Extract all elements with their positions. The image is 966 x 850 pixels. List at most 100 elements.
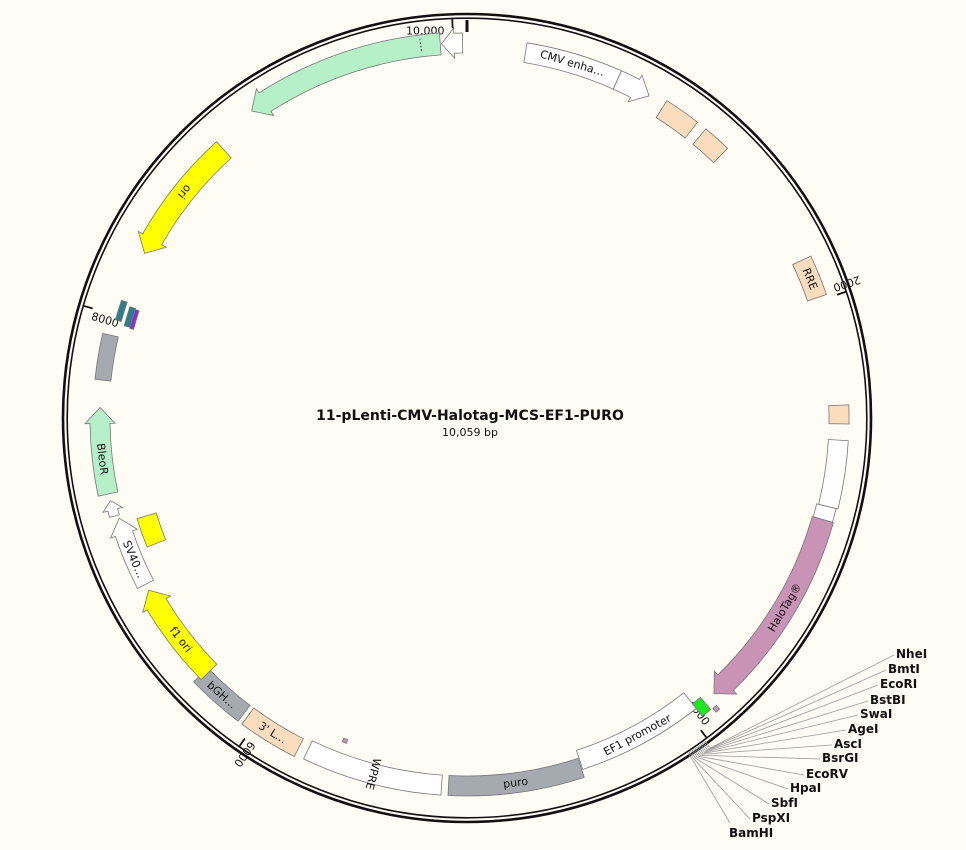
enzyme-label[interactable]: BsrGI [822,751,859,765]
feature-yellow-box[interactable] [136,512,167,548]
enzyme-cut-mark [700,743,707,752]
enzyme-site-ecorv[interactable]: EcoRV [693,748,849,781]
feature-misc-feature-2-shape[interactable] [692,128,729,164]
feature-misc-feature-1-shape[interactable] [655,100,699,139]
feature-small-reverse-shape[interactable] [440,27,464,60]
feature-green-gene[interactable] [251,32,442,117]
feature-halotag[interactable]: HaloTag® [713,516,834,695]
enzyme-site-sbfi[interactable]: SbfI [690,750,798,810]
feature-misc-feature-3[interactable] [828,404,850,425]
plasmid-length: 10,059 bp [442,426,498,439]
enzyme-leader-line [697,756,789,790]
feature-misc-feature-3-shape[interactable] [828,404,850,425]
enzyme-label[interactable]: SwaI [860,707,892,721]
enzyme-site-nhei[interactable]: NheI [704,647,927,749]
enzyme-cut-mark [696,746,702,755]
enzyme-label[interactable]: BamHI [729,826,773,840]
tick-label: 2000 [832,273,863,294]
enzyme-cut-mark [693,748,699,757]
enzyme-label[interactable]: BmtI [888,662,920,676]
feature-sv40-promoter-shape[interactable] [109,517,155,590]
enzyme-leader-line [693,759,751,820]
feature-small-reverse[interactable] [440,27,464,60]
enzyme-site-swai[interactable]: SwaI [698,707,892,753]
feature-rre-shape[interactable] [792,255,827,302]
enzyme-site-bstbi[interactable]: BstBI [700,693,906,752]
feature-puro-shape[interactable] [447,757,585,797]
feature-3-ltr-shape[interactable] [241,707,304,758]
enzyme-label[interactable]: EcoRI [880,677,917,691]
feature-purple-site[interactable] [129,309,140,330]
enzyme-leader-line [702,729,847,754]
feature-misc-feature-2[interactable] [692,128,729,164]
enzyme-leader-line [701,744,833,755]
enzyme-site-bsrgi[interactable]: BsrGI [694,747,859,765]
feature-puro[interactable]: puro [447,757,585,797]
feature-bleor[interactable]: BleoR [84,406,119,497]
enzyme-cut-mark [701,742,708,751]
enzyme-site-asci[interactable]: AscI [696,737,862,755]
feature-halotag-shape[interactable] [713,516,834,695]
feature-small-site-1[interactable] [712,704,721,713]
enzyme-label[interactable]: SbfI [771,796,798,810]
feature-small-promoter[interactable] [102,500,124,518]
tick-mark [836,291,846,296]
enzyme-cut-mark [703,741,710,750]
feature-f1-ori-shape[interactable] [142,589,218,681]
feature-yellow-box-shape[interactable] [136,512,167,548]
feature-rre[interactable]: RRE [792,255,827,302]
enzyme-leader-line [707,684,879,751]
feature-wpre-shape[interactable] [303,740,443,796]
enzyme-label[interactable]: AscI [834,737,862,751]
feature-green-gene-shape[interactable] [251,32,442,117]
enzyme-label[interactable]: NheI [896,647,927,661]
feature-misc-feature-1[interactable] [655,100,699,139]
feature-misc-feature-4-shape[interactable] [818,439,849,510]
feature-teal-site-1[interactable] [114,299,128,322]
feature-cmv-promoter[interactable] [612,70,650,103]
feature-3-ltr[interactable]: 3' L… [241,707,304,758]
feature-ori-shape[interactable] [137,141,232,254]
enzyme-label[interactable]: BstBI [870,693,906,707]
feature-small-site-2-shape[interactable] [341,737,349,744]
enzyme-site-ecori[interactable]: EcoRI [701,677,917,751]
enzyme-site-bamhi[interactable]: BamHI [687,752,774,840]
feature-label: EF1 promoter [601,711,673,758]
feature-purple-site-shape[interactable] [129,309,140,330]
enzyme-leader-line [692,760,731,824]
enzyme-leader-line [698,755,805,776]
feature-cmv-enhancer[interactable]: CMV enha… [523,42,622,90]
feature-teal-site-1-shape[interactable] [114,299,128,322]
enzyme-site-pspxi[interactable]: PspXI [688,751,790,825]
feature-small-site-1-shape[interactable] [712,704,721,713]
feature-ori[interactable]: ori [137,141,232,254]
enzyme-site-bmti[interactable]: BmtI [703,662,920,750]
feature-bleor-shape[interactable] [84,406,119,497]
enzyme-label[interactable]: EcoRV [806,767,849,781]
enzyme-leader-line [700,754,821,760]
enzyme-cut-mark [687,752,694,761]
backbone-inner-strand [66,17,868,819]
feature-cmv-promoter-shape[interactable] [612,70,650,103]
tick-mark [238,737,246,747]
feature-misc-feature-4[interactable] [818,439,849,510]
enzyme-label[interactable]: AgeI [848,722,878,736]
feature-gray-box-shape[interactable] [94,332,119,382]
feature-gray-box[interactable] [94,332,119,382]
enzyme-cut-mark [698,744,705,753]
enzyme-site-agei[interactable]: AgeI [697,722,879,754]
enzyme-label[interactable]: HpaI [790,781,821,795]
enzyme-label[interactable]: PspXI [752,811,790,825]
feature-small-site-2[interactable] [341,737,349,744]
feature-wpre[interactable]: WPRE [303,740,443,796]
enzyme-site-hpai[interactable]: HpaI [691,749,821,795]
plasmid-name: 11-pLenti-CMV-Halotag-MCS-EF1-PURO [316,408,624,424]
backbone-outer-strand [61,12,873,824]
enzyme-cut-mark [697,745,704,754]
feature-small-promoter-shape[interactable] [102,500,124,518]
enzyme-cut-mark [691,749,698,758]
enzyme-leader-line [708,669,887,750]
feature-ef1-promoter-shape[interactable] [575,692,697,770]
